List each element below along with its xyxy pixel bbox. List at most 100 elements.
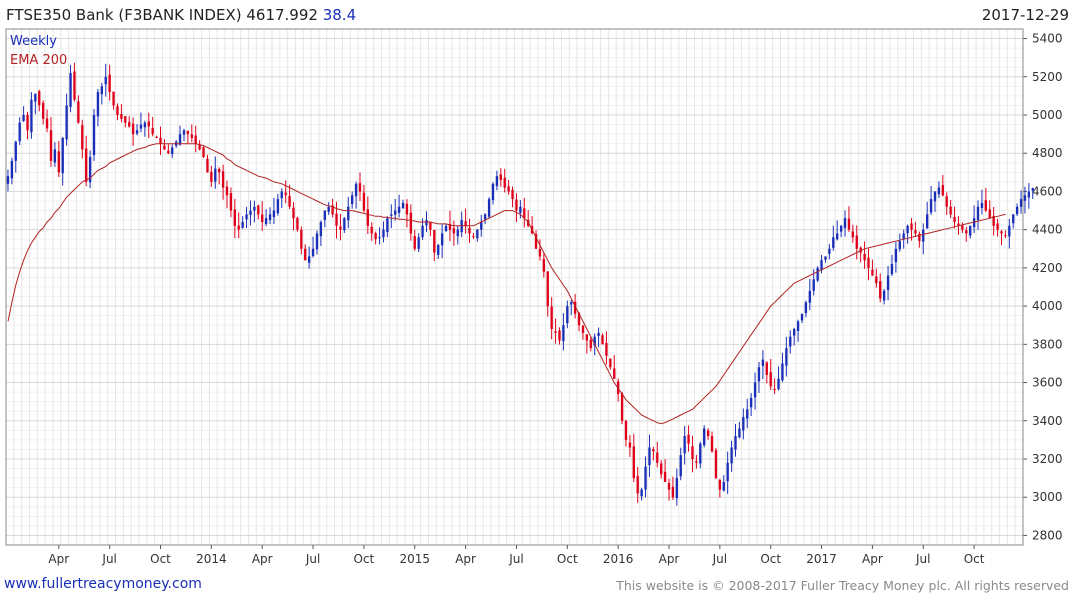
candle-body — [319, 222, 323, 237]
x-tick-label: Jul — [305, 552, 320, 566]
candle-body — [167, 150, 170, 154]
candle-body — [45, 118, 49, 129]
y-tick-label: 3400 — [1032, 414, 1063, 428]
candle-body — [394, 210, 397, 215]
candle-body — [409, 212, 413, 234]
candle-body — [836, 233, 839, 240]
candle-body — [61, 137, 64, 174]
x-tick-label: 2014 — [196, 552, 227, 566]
candle-body — [765, 362, 768, 375]
copyright-notice: This website is © 2008-2017 Fuller Treac… — [616, 578, 1069, 593]
candle-body — [550, 306, 553, 330]
candle-body — [253, 206, 256, 211]
x-tick-label: 2017 — [806, 552, 837, 566]
x-tick-label: Oct — [150, 552, 171, 566]
x-tick-label: Oct — [557, 552, 578, 566]
candle-body — [343, 218, 346, 231]
x-tick-label: Oct — [354, 552, 375, 566]
candle-body — [808, 290, 811, 303]
candle-body — [139, 124, 143, 129]
candle-body — [22, 115, 25, 122]
candle-body — [511, 189, 514, 200]
candle-body — [886, 275, 890, 291]
candle-body — [49, 130, 53, 161]
candle-body — [1004, 235, 1007, 237]
x-tick-label: Jul — [915, 552, 930, 566]
candle-body — [112, 91, 115, 106]
candle-body — [38, 91, 41, 106]
candle-body — [421, 225, 424, 238]
candle-body — [339, 226, 342, 230]
candle-body — [863, 253, 866, 261]
candle-body — [26, 115, 29, 131]
candle-body — [843, 218, 847, 229]
candle-body — [961, 225, 964, 230]
candle-body — [30, 99, 33, 133]
candle-body — [1031, 188, 1034, 191]
candle-body — [941, 185, 944, 196]
candle-body — [81, 125, 84, 150]
candle-body — [710, 436, 714, 452]
candle-body — [523, 208, 526, 219]
candle-body — [237, 225, 240, 230]
candle-body — [315, 233, 319, 250]
candle-body — [206, 158, 209, 173]
candle-body — [882, 290, 886, 301]
x-tick-label: Apr — [252, 552, 273, 566]
candle-body — [92, 115, 96, 156]
candle-body — [609, 358, 612, 368]
candle-body — [976, 206, 980, 221]
candle-body — [742, 416, 745, 431]
candle-body — [331, 205, 334, 215]
candle-body — [311, 248, 315, 257]
candle-body — [628, 442, 632, 448]
candle-body — [350, 195, 354, 205]
x-tick-label: 2016 — [603, 552, 634, 566]
candle-body — [804, 302, 808, 314]
legend-entry: Weekly — [10, 34, 57, 49]
candle-body — [296, 217, 299, 230]
candle-body — [613, 368, 616, 379]
candle-body — [18, 122, 21, 142]
candle-body — [41, 102, 45, 119]
x-tick-label: Jul — [508, 552, 523, 566]
candle-body — [128, 122, 131, 127]
candle-body — [472, 236, 475, 238]
candle-body — [1012, 214, 1015, 224]
candle-body — [397, 206, 401, 213]
candle-body — [73, 71, 76, 100]
candle-body — [476, 229, 479, 239]
chart-title: FTSE350 Bank (F3BANK INDEX) 4617.992 38.… — [6, 6, 356, 24]
candle-body — [624, 420, 628, 440]
ema-200-line — [7, 143, 1006, 425]
candle-body — [264, 218, 268, 225]
candle-body — [660, 463, 663, 475]
candle-body — [499, 174, 502, 180]
candle-body — [100, 86, 104, 95]
candle-body — [812, 279, 815, 291]
candle-body — [890, 264, 894, 275]
candle-body — [632, 446, 635, 479]
candle-body — [793, 329, 796, 336]
x-tick-label: Oct — [760, 552, 781, 566]
site-link[interactable]: www.fullertreacymoney.com — [4, 576, 202, 592]
candle-body — [276, 199, 280, 214]
candle-body — [323, 210, 326, 221]
candle-body — [495, 176, 499, 187]
candle-body — [902, 233, 905, 240]
candle-body — [671, 486, 675, 498]
candle-body — [945, 196, 948, 207]
candle-body — [663, 471, 667, 482]
candle-body — [969, 225, 972, 236]
candle-body — [382, 229, 385, 238]
candle-body — [918, 233, 921, 242]
candle-body — [401, 202, 405, 209]
candle-body — [726, 462, 729, 482]
candle-body — [753, 382, 757, 398]
candle-body — [284, 192, 287, 196]
candle-body — [922, 229, 925, 242]
candle-body — [859, 247, 862, 253]
candle-body — [914, 230, 917, 234]
candle-body — [656, 452, 659, 463]
